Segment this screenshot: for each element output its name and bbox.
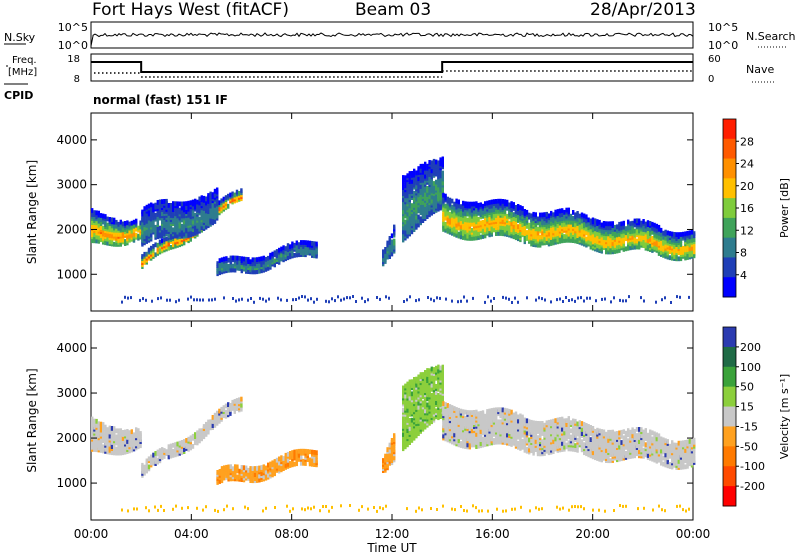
cpid-mode-text: normal (fast) 151 IF [93, 93, 228, 107]
nsky-tick-bottom: 10^0 [58, 39, 88, 52]
velocity-colorbar-tick-label: 15 [740, 401, 754, 414]
velocity-ytick-label: 2000 [56, 431, 87, 445]
velocity-colorbar-swatch [723, 486, 736, 507]
date-title: 28/Apr/2013 [590, 0, 696, 20]
nave-trace [94, 70, 693, 78]
nsearch-label: N.Search [746, 30, 796, 43]
velocity-colorbar-swatch [723, 426, 736, 447]
velocity-colorbar-tick-label: 50 [740, 381, 754, 394]
nsearch-tick-bottom: 10^0 [708, 39, 738, 52]
station-title: Fort Hays West (fitACF) [92, 0, 289, 20]
power-data-cells [91, 156, 696, 304]
power-ytick-label: 2000 [56, 222, 87, 236]
power-ytick-label: 1000 [56, 267, 87, 281]
xtick-label: 08:00 [274, 527, 309, 541]
power-colorbar-tick-label: 28 [740, 135, 754, 148]
nave-tick-top: 60 [708, 54, 721, 65]
nsky-trace [90, 32, 694, 47]
nsky-label: N.Sky [4, 31, 36, 44]
power-colorbar-swatch [723, 198, 736, 219]
top-panel-frame [90, 21, 694, 49]
velocity-colorbar-swatch [723, 466, 736, 487]
power-colorbar-tick-label: 20 [740, 180, 754, 193]
freq-panel-frame [90, 53, 694, 82]
velocity-colorbar-tick-label: -15 [740, 420, 758, 433]
power-colorbar-swatch [723, 138, 736, 160]
xaxis-label: Time UT [366, 541, 417, 554]
power-ylabel: Slant Range [km] [25, 160, 39, 264]
velocity-colorbar-tick-label: -100 [740, 460, 765, 473]
velocity-colorbar-tick-label: -200 [740, 480, 765, 493]
velocity-colorbar-tick-label: 200 [740, 341, 761, 354]
velocity-ytick-label: 3000 [56, 386, 87, 400]
nsearch-tick-top: 10^5 [708, 21, 738, 34]
velocity-colorbar-frame [722, 326, 737, 507]
velocity-colorbar-label: Velocity [m s⁻¹] [778, 374, 791, 459]
power-colorbar-tick-label: 12 [740, 224, 754, 237]
velocity-ytick-label: 1000 [56, 476, 87, 490]
power-colorbar-tick-label: 16 [740, 202, 754, 215]
velocity-ytick-label: 4000 [56, 341, 87, 355]
velocity-colorbar-tick-label: -50 [740, 440, 758, 453]
velocity-colorbar-swatch [723, 386, 736, 408]
cpid-label: CPID [4, 89, 33, 102]
power-ytick-label: 3000 [56, 178, 87, 192]
xtick-label: 16:00 [475, 527, 510, 541]
xtick-label: 20:00 [575, 527, 610, 541]
nave-tick-bottom: 0 [708, 74, 714, 85]
power-colorbar-tick-label: 8 [740, 247, 747, 260]
power-colorbar-swatch [723, 257, 736, 278]
velocity-colorbar-tick-label: 100 [740, 361, 761, 374]
power-colorbar-label: Power [dB] [778, 178, 791, 238]
freq-trace [91, 61, 693, 73]
velocity-panel-frame [90, 320, 694, 521]
nave-label: Nave [746, 63, 774, 76]
freq-tick-top: 18 [67, 54, 80, 65]
power-colorbar-swatch [723, 158, 736, 179]
xtick-label: 00:00 [676, 527, 711, 541]
beam-title: Beam 03 [355, 0, 432, 20]
freq-tick-bottom: 8 [74, 74, 80, 85]
freq-label: Freq. [12, 55, 37, 66]
power-colorbar-swatch [723, 217, 736, 239]
power-colorbar-tick-label: 4 [740, 269, 747, 282]
power-colorbar-swatch [723, 178, 736, 199]
power-colorbar-swatch [723, 237, 736, 258]
velocity-colorbar-swatch [723, 366, 736, 388]
velocity-colorbar-swatch [723, 446, 736, 467]
power-ytick-label: 4000 [56, 133, 87, 147]
power-colorbar-swatch [723, 277, 736, 298]
velocity-colorbar-swatch [723, 406, 736, 427]
velocity-colorbar-swatch [723, 327, 736, 348]
velocity-ylabel: Slant Range [km] [25, 368, 39, 472]
xtick-label: 12:00 [375, 527, 410, 541]
freq-unit: [MHz] [8, 67, 37, 78]
nsky-tick-top: 10^5 [58, 21, 88, 34]
power-colorbar-tick-label: 24 [740, 158, 754, 171]
xtick-label: 04:00 [174, 527, 209, 541]
velocity-data-cells [91, 364, 696, 513]
power-colorbar-swatch [723, 119, 736, 140]
velocity-colorbar-swatch [723, 346, 736, 368]
xtick-label: 00:00 [74, 527, 109, 541]
